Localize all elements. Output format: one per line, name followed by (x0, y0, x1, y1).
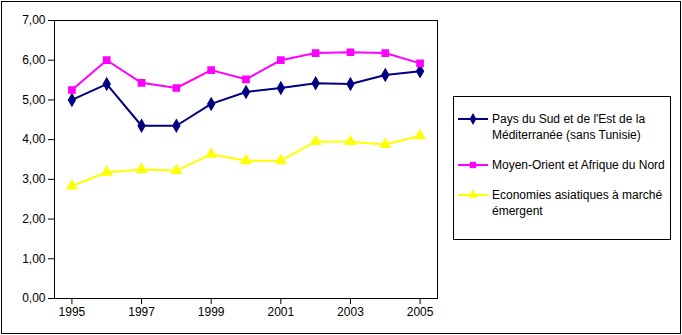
svg-text:6,00: 6,00 (22, 53, 46, 67)
svg-text:2001: 2001 (267, 305, 294, 319)
svg-text:0,00: 0,00 (22, 291, 46, 305)
html-text:Economies asiatiques à marché: Economies asiatiques à marché émergent (492, 187, 663, 218)
svg-text:4,00: 4,00 (22, 132, 46, 146)
svg-text:1997: 1997 (128, 305, 155, 319)
svg-text:3,00: 3,00 (22, 172, 46, 186)
svg-text:1995: 1995 (59, 305, 86, 319)
svg-text:2,00: 2,00 (22, 211, 46, 225)
html-text:Pays du Sud et de l'Est de la: Pays du Sud et de l'Est de la Méditerran… (492, 111, 646, 142)
html-text:Moyen-Orient et Afrique du Nor: Moyen-Orient et Afrique du Nord (492, 157, 665, 172)
svg-text:5,00: 5,00 (22, 92, 46, 106)
svg-text:1,00: 1,00 (22, 251, 46, 265)
svg-text:1999: 1999 (198, 305, 225, 319)
svg-text:2003: 2003 (337, 305, 364, 319)
svg-text:7,00: 7,00 (22, 13, 46, 27)
svg-text:2005: 2005 (407, 305, 434, 319)
